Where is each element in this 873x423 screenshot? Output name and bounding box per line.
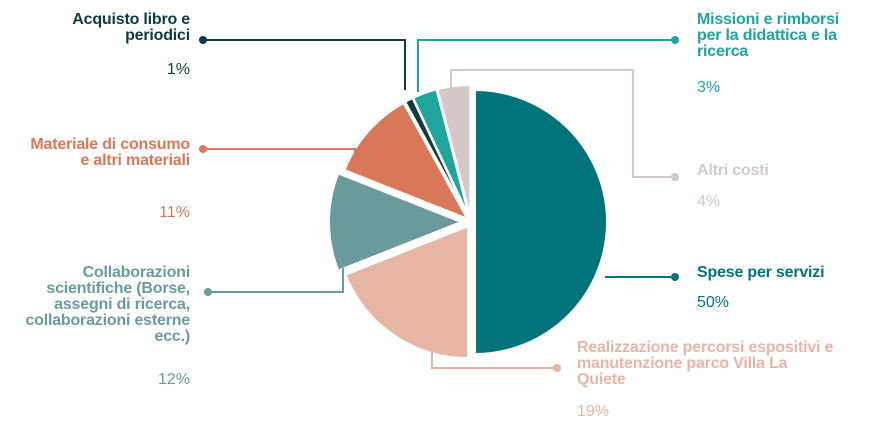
value-label: 50% <box>697 294 730 311</box>
category-label: Altri costi <box>697 162 769 179</box>
callout-line <box>203 148 356 165</box>
value-label: 11% <box>159 204 190 221</box>
callout-line <box>208 268 344 293</box>
callout-line <box>203 39 406 90</box>
value-label: 1% <box>166 61 190 78</box>
callout-dot <box>671 36 679 44</box>
callout-line <box>431 352 557 369</box>
pie-slice <box>474 88 608 356</box>
callout-dot <box>199 145 207 153</box>
callout-line <box>417 39 675 92</box>
value-label: 12% <box>157 371 190 388</box>
value-label: 3% <box>697 79 721 96</box>
pie-slice <box>436 84 472 218</box>
pie-slice <box>343 101 470 221</box>
category-label: Realizzazione percorsi espositivi e manu… <box>577 339 834 388</box>
callout-line <box>450 69 675 178</box>
pie-slice <box>344 224 470 360</box>
category-label: Materiale di consumo e altri materiali <box>30 136 190 169</box>
callout-dot <box>671 173 679 181</box>
callout-dot <box>553 364 561 372</box>
pie-slice <box>328 172 464 272</box>
category-label: Spese per servizi <box>697 264 825 281</box>
callout-dot <box>671 273 679 281</box>
callout-dot <box>204 288 212 296</box>
value-label: 19% <box>577 403 610 420</box>
callout-dot <box>199 36 207 44</box>
category-label: Missioni e rimborsi per la didattica e l… <box>697 11 840 60</box>
category-label: Acquisto libro e periodici <box>72 11 190 44</box>
value-label: 4% <box>697 193 721 210</box>
category-label: Collaborazioni scientifiche (Borse, asse… <box>25 264 190 345</box>
pie-slice <box>411 88 471 218</box>
